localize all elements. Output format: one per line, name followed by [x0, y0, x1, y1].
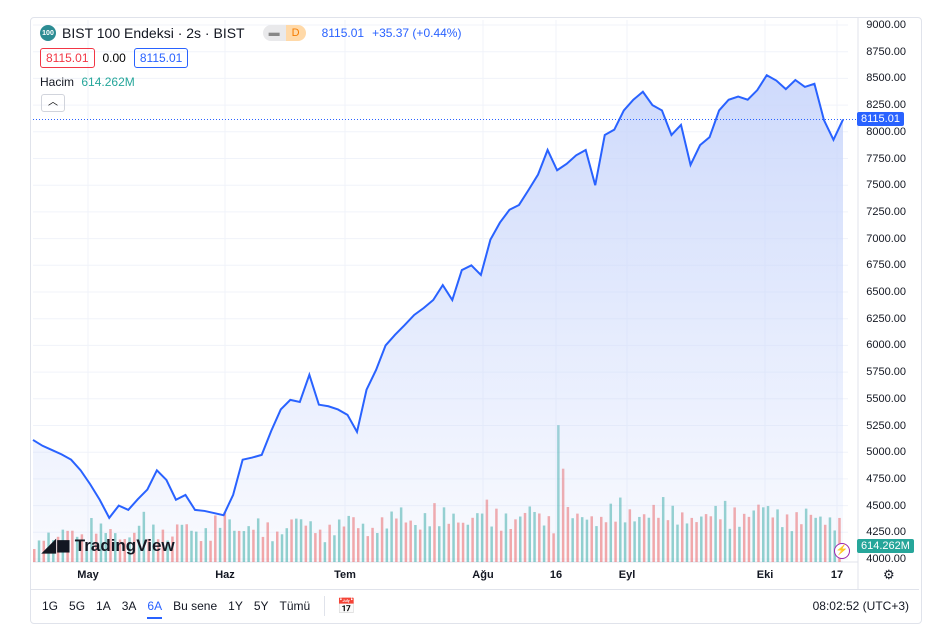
volume-legend: Hacim 614.262M — [40, 75, 135, 89]
x-tick-label: Eki — [756, 569, 774, 581]
volume-value: 614.262M — [81, 75, 135, 89]
last-price-tag: 8115.01 — [857, 111, 904, 126]
y-tick-label: 4250.00 — [866, 526, 906, 539]
range-5g[interactable]: 5G — [69, 599, 86, 613]
chart-frame — [30, 17, 922, 624]
x-tick-label: Eyl — [618, 569, 636, 581]
gear-icon[interactable]: ⚙ — [883, 567, 895, 582]
market-state: D — [285, 25, 306, 41]
trade-row: 8115.01 0.00 8115.01 — [40, 48, 189, 68]
tradingview-text: TradingView — [74, 535, 175, 555]
y-tick-label: 4750.00 — [866, 472, 906, 485]
range-tümü[interactable]: Tümü — [279, 599, 311, 613]
y-tick-label: 7500.00 — [866, 179, 906, 192]
tradingview-logo-mark: ◢◼ — [42, 535, 71, 555]
y-tick-label: 5250.00 — [866, 419, 906, 432]
last-price: 8115.01 — [321, 26, 365, 40]
y-tick-label: 7000.00 — [866, 232, 906, 245]
x-tick-label: Ağu — [472, 569, 494, 581]
collapse-legend-button[interactable]: ︿ — [41, 94, 65, 112]
y-tick-label: 6750.00 — [866, 259, 906, 272]
y-tick-label: 5750.00 — [866, 366, 906, 379]
x-tick-label: 16 — [549, 569, 563, 581]
buy-button[interactable]: 8115.01 — [133, 48, 189, 68]
bottom-toolbar: 1G 5G 1A 3A 6A Bu sene 1Y 5Y Tümü 📅 08:02:52 (UT… — [31, 589, 919, 622]
range-buttons: 1G 5G 1A 3A 6A Bu sene 1Y 5Y Tümü — [31, 599, 311, 619]
y-tick-label: 8000.00 — [866, 125, 906, 138]
x-tick-label: 17 — [830, 569, 844, 581]
symbol-title[interactable]: BIST 100 Endeksi · 2s · BIST — [62, 25, 245, 41]
y-tick-label: 6000.00 — [866, 339, 906, 352]
range-1y[interactable]: 1Y — [228, 599, 243, 613]
tradingview-logo[interactable]: ◢◼ TradingView — [42, 535, 175, 556]
range-5y[interactable]: 5Y — [253, 599, 269, 613]
price-area — [33, 75, 843, 563]
range-6a[interactable]: 6A — [147, 599, 163, 619]
y-tick-label: 7250.00 — [866, 205, 906, 218]
spread: 0.00 — [102, 51, 126, 65]
y-tick-label: 8500.00 — [866, 72, 906, 85]
symbol-logo: 100 — [40, 25, 56, 41]
clock[interactable]: 08:02:52 (UTC+3) — [812, 599, 909, 613]
x-tick-label: May — [77, 569, 99, 581]
price-change: +35.37 (+0.44%) — [372, 26, 462, 40]
y-tick-label: 8750.00 — [866, 45, 906, 58]
x-tick-label: Haz — [215, 569, 235, 581]
y-tick-label: 8250.00 — [866, 99, 906, 112]
range-1g[interactable]: 1G — [42, 599, 59, 613]
sell-button[interactable]: 8115.01 — [40, 48, 95, 68]
y-tick-label: 7750.00 — [866, 152, 906, 165]
volume-tag: 614.262M — [857, 538, 914, 553]
x-tick-label: Tem — [334, 569, 356, 581]
y-tick-label: 4000.00 — [866, 553, 906, 565]
market-status-dash: ▬ — [262, 25, 286, 41]
price-line — [32, 73, 844, 520]
y-tick-label: 6500.00 — [866, 286, 906, 298]
volume-label: Hacim — [40, 75, 75, 89]
y-tick-label: 9000.00 — [866, 19, 906, 31]
goto-date-icon[interactable]: 📅 — [337, 598, 356, 615]
range-1a[interactable]: 1A — [96, 599, 111, 613]
market-status: ▬ D — [262, 25, 306, 41]
range-bu-sene[interactable]: Bu sene — [173, 599, 218, 613]
chart-legend: 100 BIST 100 Endeksi · 2s · BIST ▬ D 8115… — [40, 25, 461, 41]
y-tick-label: 4500.00 — [866, 499, 906, 512]
events-icon[interactable]: ⚡ — [834, 543, 850, 559]
range-3a[interactable]: 3A — [121, 599, 137, 613]
y-tick-label: 5000.00 — [866, 446, 906, 459]
y-tick-label: 5500.00 — [866, 392, 906, 405]
divider — [324, 596, 326, 616]
y-tick-label: 6250.00 — [866, 312, 906, 325]
